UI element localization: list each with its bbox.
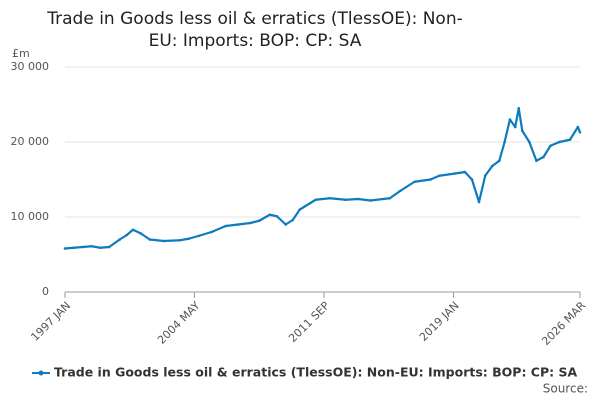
series-line (64, 107, 582, 250)
point (187, 237, 190, 241)
point (517, 106, 521, 110)
point (513, 125, 517, 129)
y-unit: £m (12, 47, 30, 60)
legend-marker (38, 370, 44, 376)
point (210, 230, 213, 234)
point (72, 246, 76, 250)
point (429, 178, 432, 181)
point (197, 234, 201, 238)
point (90, 244, 93, 248)
x-tick-label: 2011 SEP (286, 299, 332, 345)
point (118, 238, 122, 241)
legend-label: Trade in Goods less oil & erratics (Tles… (54, 365, 577, 380)
y-tick-label: 30 000 (11, 60, 50, 73)
point (275, 214, 279, 218)
point (483, 174, 487, 178)
point (236, 223, 240, 226)
x-tick-label: 2026 MAR (539, 299, 588, 348)
point (399, 189, 402, 193)
point (99, 246, 102, 250)
point (413, 180, 416, 184)
point (125, 233, 129, 237)
y-tick-label: 10 000 (11, 210, 50, 223)
point (535, 159, 538, 163)
point (107, 245, 111, 249)
point (549, 144, 552, 148)
point (437, 174, 441, 178)
point (81, 245, 84, 249)
point (542, 155, 545, 159)
point (63, 247, 67, 250)
point (284, 223, 287, 226)
source: Source: (543, 382, 588, 396)
point (520, 129, 524, 133)
point (508, 118, 512, 121)
point (463, 170, 467, 174)
point (388, 196, 392, 200)
point (490, 164, 494, 168)
point (344, 198, 348, 202)
y-tick-label: 0 (42, 285, 49, 298)
point (257, 219, 261, 223)
point (477, 200, 481, 204)
point (224, 224, 227, 228)
point (298, 208, 302, 211)
point (162, 239, 166, 243)
point (503, 140, 506, 144)
point (453, 172, 457, 175)
point (148, 238, 152, 241)
point (178, 238, 182, 242)
x-tick-label: 1997 JAN (28, 299, 73, 344)
x-tick-label: 2019 JAN (417, 299, 462, 344)
point (268, 213, 272, 217)
point (528, 140, 531, 144)
point (568, 138, 572, 142)
point (249, 221, 252, 225)
point (369, 199, 372, 202)
point (314, 198, 318, 202)
point (291, 218, 295, 222)
point (131, 228, 135, 232)
point (356, 197, 360, 201)
point (498, 159, 501, 163)
point (578, 130, 582, 134)
y-tick-label: 20 000 (11, 135, 50, 148)
point (558, 140, 561, 144)
point (470, 178, 474, 181)
point (328, 196, 332, 200)
chart-title: Trade in Goods less oil & erratics (Tles… (47, 9, 463, 51)
point (139, 232, 143, 235)
point (576, 125, 580, 129)
x-tick-label: 2004 MAY (155, 299, 203, 347)
